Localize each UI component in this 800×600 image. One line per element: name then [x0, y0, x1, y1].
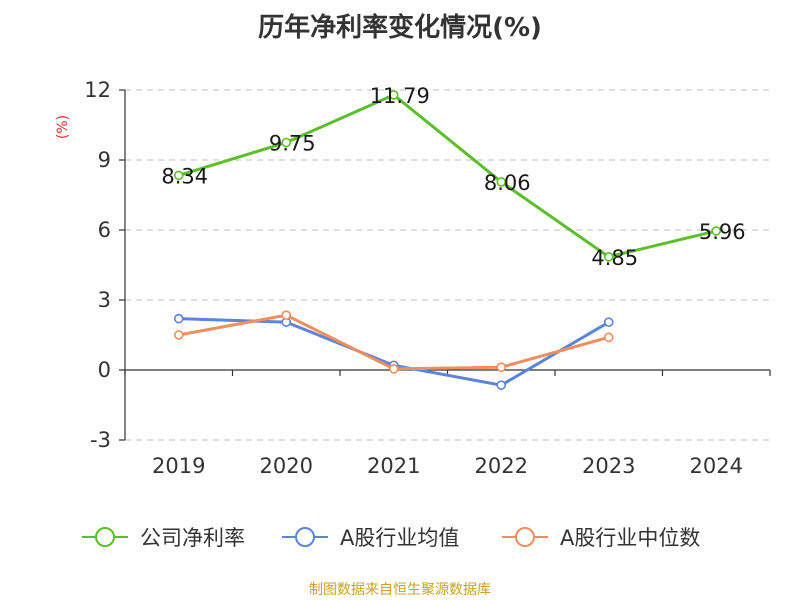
data-point — [496, 177, 507, 187]
y-tick-label: 0 — [98, 358, 111, 382]
x-tick-label: 2024 — [690, 454, 743, 478]
data-label: 8.34 — [161, 164, 208, 188]
y-tick-label: 12 — [84, 78, 111, 102]
y-tick-label: 6 — [98, 218, 111, 242]
series-line-2 — [178, 317, 610, 387]
grid-lines — [125, 89, 770, 441]
y-axis-unit: (%) — [55, 115, 71, 139]
data-label: 4.85 — [591, 246, 638, 270]
data-point — [711, 226, 722, 236]
series-line-1 — [178, 93, 717, 259]
data-label: 11.79 — [370, 84, 430, 108]
series-lines — [173, 90, 722, 390]
chart-title: 历年净利率变化情况(%) — [258, 12, 542, 43]
x-tick-label: 2023 — [582, 454, 635, 478]
axes: -3 0 3 6 9 12 2019 2020 2021 2022 2023 2024 — [84, 78, 771, 478]
data-label: 9.75 — [269, 132, 316, 156]
x-tick-label: 2021 — [367, 454, 420, 478]
data-point — [173, 170, 184, 181]
data-point — [603, 332, 614, 343]
data-point — [281, 310, 292, 320]
data-point — [388, 364, 399, 374]
data-labels: 8.34 9.75 11.79 8.06 4.85 5.96 — [161, 84, 745, 270]
data-point — [173, 330, 184, 340]
data-point — [496, 362, 507, 373]
data-point — [388, 90, 399, 100]
data-label: 8.06 — [484, 171, 531, 195]
data-point — [603, 317, 614, 327]
x-tick-label: 2022 — [475, 454, 528, 478]
legend-label-2: A股行业均值 — [340, 526, 459, 550]
data-point — [603, 252, 614, 262]
data-label: 5.96 — [699, 220, 746, 244]
legend-marker-1 — [95, 527, 115, 547]
data-point — [173, 313, 184, 324]
legend: 公司净利率 A股行业均值 A股行业中位数 — [82, 526, 700, 550]
y-tick-label: 9 — [98, 148, 111, 172]
legend-label-3: A股行业中位数 — [560, 526, 700, 550]
x-tick-label: 2019 — [152, 454, 205, 478]
data-point — [496, 380, 507, 390]
legend-marker-2 — [295, 527, 315, 547]
legend-label-1: 公司净利率 — [140, 526, 245, 550]
source-note: 制图数据来自恒生聚源数据库 — [309, 582, 491, 598]
y-tick-label: 3 — [98, 288, 111, 312]
y-tick-label: -3 — [90, 428, 111, 452]
legend-marker-3 — [515, 527, 535, 547]
data-point — [281, 137, 292, 148]
x-tick-label: 2020 — [260, 454, 313, 478]
